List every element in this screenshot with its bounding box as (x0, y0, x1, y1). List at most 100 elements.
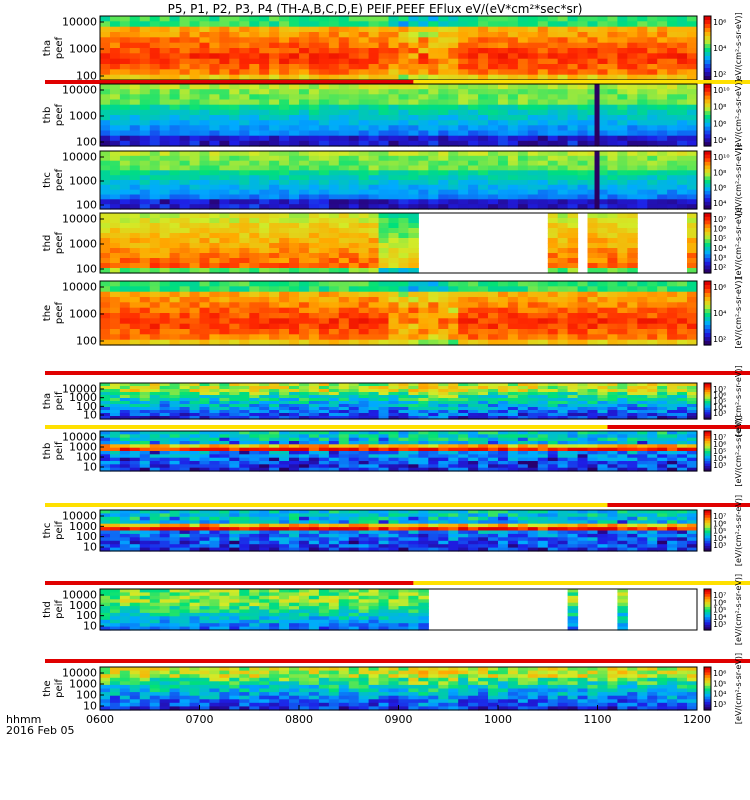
thb-peif-cell (100, 454, 111, 459)
tha-peef-cell (318, 64, 330, 70)
the-peef-cell (358, 329, 370, 335)
thc-peef-cell (100, 204, 111, 210)
thb-peef-cell (299, 135, 310, 142)
thc-peef-cell (468, 155, 479, 162)
the-peef-cell (229, 281, 240, 287)
thd-peef-cell (308, 253, 320, 259)
the-peef-cell (537, 286, 549, 293)
tha-peef-cell (617, 42, 628, 49)
tha-peif-cell (507, 401, 519, 405)
thb-peef-cell (517, 99, 529, 106)
the-peef-cell (378, 313, 390, 319)
thb-peif-cell (279, 467, 290, 472)
the-peef-cell (428, 286, 439, 293)
tha-peef-cell (388, 58, 399, 65)
tha-peef-cell (547, 53, 559, 60)
tha-peif-cell (468, 404, 479, 408)
the-peef-cell (537, 297, 549, 303)
the-peef-cell (100, 291, 111, 298)
thc-peef-cell (259, 170, 270, 176)
tha-peef-cell (428, 21, 439, 28)
thb-peif-cell (637, 464, 648, 469)
thb-peef-cell (677, 140, 688, 147)
tha-peif-cell (627, 395, 638, 399)
tha-peef-cell (627, 69, 638, 76)
thc-peef-cell (388, 151, 399, 157)
thc-peef-cell (388, 180, 399, 186)
tha-peef-cell (408, 32, 419, 38)
tha-peef-cell (239, 16, 250, 22)
thb-peef-cell (229, 130, 240, 137)
thc-peef-cell (299, 194, 310, 200)
the-peef-cell (587, 339, 598, 346)
tha-peef-cell (179, 26, 191, 33)
thb-peif-cell (577, 431, 589, 435)
thc-peef-cell (537, 180, 549, 186)
thc-peef-cell (438, 165, 449, 171)
tha-peif-cell (378, 410, 390, 414)
thd-peef-cell (388, 253, 399, 259)
thc-peef-cell (388, 175, 399, 181)
thb-peef-cell (617, 140, 628, 147)
thb-peef-cell (100, 84, 111, 90)
tha-peif-cell (418, 410, 429, 414)
thc-peef-cell (577, 184, 589, 191)
tha-peef-cell (438, 37, 449, 44)
tha-peif-cell (328, 383, 340, 387)
tha-peef-cell (299, 21, 310, 28)
tha-peef-cell (577, 64, 589, 70)
thc-peef-cell (239, 155, 250, 162)
thd-peef-colorbar-segment (704, 261, 711, 267)
thd-peef-cell (159, 253, 171, 259)
tha-peef-cell (199, 48, 210, 54)
thd-peef-colorbar-tick: 10⁶ (713, 225, 726, 234)
thc-peef-cell (547, 160, 559, 167)
the-peef-cell (209, 339, 220, 346)
the-peef-cell (468, 323, 479, 330)
the-peef-cell (199, 297, 210, 303)
thb-peif-cell (129, 434, 141, 439)
thb-peif-cell (567, 467, 579, 472)
the-peef-flag-bar (45, 371, 750, 375)
the-peef-cell (488, 297, 499, 303)
tha-peif-cell (328, 404, 340, 408)
thb-peef-cell (607, 140, 618, 147)
thb-peef-cell (209, 94, 220, 101)
thd-peef-cell (209, 268, 220, 274)
tha-peef-cell (687, 58, 698, 65)
thb-peef-cell (259, 120, 270, 126)
tha-peif-cell (577, 395, 589, 399)
thb-peif-cell (667, 457, 678, 462)
tha-peif-cell (159, 404, 171, 408)
thb-peif-cell (587, 457, 598, 462)
thb-peif-cell (159, 441, 171, 445)
tha-peif-cell (318, 413, 330, 417)
thd-peef-cell (567, 243, 579, 249)
thb-peef-cell (308, 94, 320, 101)
thb-peef-cell (547, 125, 559, 132)
thb-peif-cell (328, 431, 340, 435)
tha-peif-cell (249, 386, 260, 390)
tha-peif-cell (119, 389, 131, 393)
thd-peef-cell (219, 223, 230, 229)
tha-peif-cell (617, 413, 628, 417)
thb-peef-cell (169, 109, 181, 116)
the-peef-cell (259, 307, 270, 314)
the-peef-cell (249, 329, 260, 335)
the-peef-cell (677, 329, 688, 335)
thd-peef-cell (567, 223, 579, 229)
tha-peef-cell (657, 26, 668, 33)
thc-peef-cell (139, 151, 151, 157)
tha-peif-cell (229, 395, 240, 399)
thb-peef-cell (458, 115, 469, 121)
thb-peif-cell (527, 451, 539, 455)
thb-peef-cell (199, 89, 210, 95)
tha-peef-cell (647, 74, 658, 81)
thb-peef-colorbar-segment (704, 95, 711, 101)
the-peef-cell (478, 323, 489, 330)
thd-peef-cell (119, 248, 131, 254)
thb-peef-cell (398, 109, 409, 116)
the-peef-cell (617, 339, 628, 346)
the-peef-cell (687, 281, 698, 287)
thc-peef-cell (159, 151, 171, 157)
